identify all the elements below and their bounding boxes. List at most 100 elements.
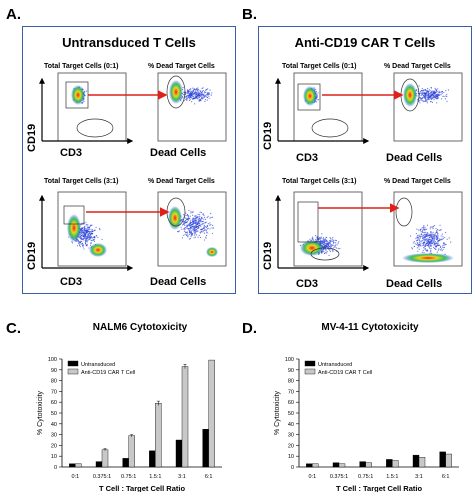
- chart-d-bar-0-0: [306, 463, 313, 468]
- chart-d-bar-1-4: [418, 457, 426, 468]
- plot-a-bottom-right-dots: [177, 209, 214, 241]
- panel-a-title: Untransduced T Cells: [62, 35, 196, 50]
- plot-b-top-right: [393, 72, 463, 142]
- chart-c-ylabel: % Cytotoxicity: [37, 391, 44, 435]
- chart-c-bar-1-4: [181, 366, 189, 468]
- chart-d-ytick-label-4: 40: [288, 422, 294, 428]
- chart-d-xlabel: T Cell : Target Cell Ratio: [336, 484, 423, 492]
- plot-a-bottom-left: [57, 191, 127, 267]
- plot-a-top-axes: [39, 77, 134, 144]
- chart-d-legend-swatch-0: [304, 360, 316, 367]
- panel-b-top-right-title: % Dead Target Cells: [384, 63, 451, 70]
- plot-a-top-left-hot: [71, 85, 85, 105]
- chart-c-legend-label-0: Untransduced: [81, 362, 115, 368]
- chart-d-bar-1-2: [365, 462, 372, 468]
- panel-b-title: Anti-CD19 CAR T Cells: [294, 35, 436, 50]
- chart-d-ytick-label-9: 90: [288, 368, 294, 374]
- flow-cytometry-plots: [39, 72, 463, 271]
- chart-c-xtick-label-4: 3:1: [178, 474, 186, 480]
- chart-c-xtick-label-0: 0:1: [72, 474, 80, 480]
- chart-d-ytick-label-6: 60: [288, 400, 294, 406]
- chart-c-ytick-label-4: 40: [51, 422, 57, 428]
- panel-b-bottom-left-title: Total Target Cells (3:1): [282, 178, 357, 185]
- chart-c-bar-0-5: [202, 428, 209, 468]
- chart-d-bar-0-5: [439, 451, 446, 468]
- panel-letter-c: C.: [6, 320, 21, 337]
- chart-d-legend-label-0: Untransduced: [318, 362, 352, 368]
- plot-a-bottom-left-hot2: [89, 243, 107, 257]
- chart-d-xtick-label-2: 0.75:1: [358, 474, 373, 480]
- chart-c-bar-1-1: [101, 449, 109, 468]
- chart-c-ytick-label-2: 20: [51, 443, 57, 449]
- chart-d-bar-1-3: [392, 460, 399, 468]
- chart-d-bar-0-1: [332, 462, 340, 468]
- plot-b-bottom-axes: [275, 194, 370, 271]
- chart-d-legend-swatch-1: [304, 368, 316, 375]
- plot-b-bottom-right: [393, 191, 463, 267]
- chart-c-xtick-label-2: 0.75:1: [121, 474, 136, 480]
- panel-letter-a: A.: [6, 6, 21, 23]
- chart-c-bar-0-3: [149, 450, 156, 468]
- chart-d-legend-label-1: Anti-CD19 CAR T Cell: [318, 370, 372, 376]
- plot-b-top-right-hot: [403, 83, 417, 107]
- chart-c-xlabel: T Cell : Target Cell Ratio: [99, 484, 186, 492]
- chart-d-ytick-label-2: 20: [288, 443, 294, 449]
- plot-a-bottom-axes: [39, 194, 134, 271]
- panel-a-top-xlabel-right: Dead Cells: [150, 147, 207, 159]
- plot-b-bottom-left-hot: [300, 240, 324, 256]
- panel-b-top-xlabel-left: CD3: [296, 152, 319, 164]
- plot-b-top-left-hot: [303, 86, 317, 106]
- chart-d-ytick-label-1: 10: [288, 454, 294, 460]
- plot-a-bottom-left-hot1: [67, 214, 81, 242]
- chart-d-bar-0-2: [359, 461, 366, 468]
- plot-a-bottom-right-hot1: [168, 206, 182, 230]
- chart-d-ytick-label-7: 70: [288, 389, 294, 395]
- panel-a-top-xlabel-left: CD3: [60, 147, 83, 159]
- panel-a-top-left-title: Total Target Cells (0:1): [44, 63, 119, 70]
- chart-c-legend-swatch-0: [67, 360, 79, 367]
- chart-c-ytick-label-3: 30: [51, 433, 57, 439]
- chart-c-ytick-label-5: 50: [51, 411, 57, 417]
- chart-d-xtick-label-3: 1.5:1: [386, 474, 398, 480]
- chart-c-bar-1-5: [208, 359, 215, 468]
- chart-d-ytick-label-0: 0: [291, 465, 294, 471]
- plot-a-top-right-hot: [169, 80, 183, 104]
- plot-b-top-right-dots: [411, 85, 450, 104]
- panel-a-top-right-title: % Dead Target Cells: [148, 63, 215, 70]
- plot-b-top-axes: [275, 77, 370, 144]
- chart-d-bar-0-3: [386, 459, 393, 468]
- chart-c-ytick-label-1: 10: [51, 454, 57, 460]
- chart-c-bar-1-2: [128, 435, 135, 468]
- chart-c-bar-0-4: [175, 439, 183, 468]
- chart-c-bar-0-2: [122, 458, 129, 468]
- chart-c-ytick-label-7: 70: [51, 389, 57, 395]
- chart-d-bar-1-1: [338, 463, 346, 468]
- panel-b-bottom-right-title: % Dead Target Cells: [384, 178, 451, 185]
- chart-d-title: MV-4-11 Cytotoxicity: [321, 322, 419, 333]
- chart-c-xtick-label-5: 6:1: [205, 474, 213, 480]
- panel-a-bottom-left-title: Total Target Cells (3:1): [44, 178, 119, 185]
- chart-d-xtick-label-5: 6:1: [442, 474, 450, 480]
- chart-c-bar-0-0: [69, 463, 76, 468]
- chart-c-ytick-label-9: 90: [51, 368, 57, 374]
- chart-c-ytick-label-6: 60: [51, 400, 57, 406]
- panel-b-frame: Anti-CD19 CAR T Cells: [258, 26, 472, 294]
- chart-c-xtick-label-1: 0.375:1: [93, 474, 111, 480]
- chart-d-ytick-label-3: 30: [288, 433, 294, 439]
- chart-c-legend-swatch-1: [67, 368, 79, 375]
- panel-b-bottom-xlabel-right: Dead Cells: [386, 278, 443, 290]
- panel-b-bottom-xlabel-left: CD3: [296, 278, 319, 290]
- chart-c-ytick-label-0: 0: [54, 465, 57, 471]
- chart-d-bar-1-5: [445, 453, 452, 468]
- chart-d-bar-0-4: [412, 454, 420, 468]
- panel-a-bottom-xlabel-right: Dead Cells: [150, 276, 207, 288]
- chart-c-legend-label-1: Anti-CD19 CAR T Cell: [81, 370, 135, 376]
- chart-c-title: NALM6 Cytotoxicity: [92, 322, 188, 333]
- chart-d-ytick-label-5: 50: [288, 411, 294, 417]
- chart-d-ytick-label-10: 100: [285, 357, 294, 363]
- plot-a-top-right: [157, 72, 227, 142]
- chart-d-xtick-label-0: 0:1: [309, 474, 317, 480]
- plot-b-bottom-left: [293, 191, 363, 267]
- plot-a-bottom-right-hot2: [206, 247, 218, 257]
- chart-d-ylabel: % Cytotoxicity: [274, 391, 281, 435]
